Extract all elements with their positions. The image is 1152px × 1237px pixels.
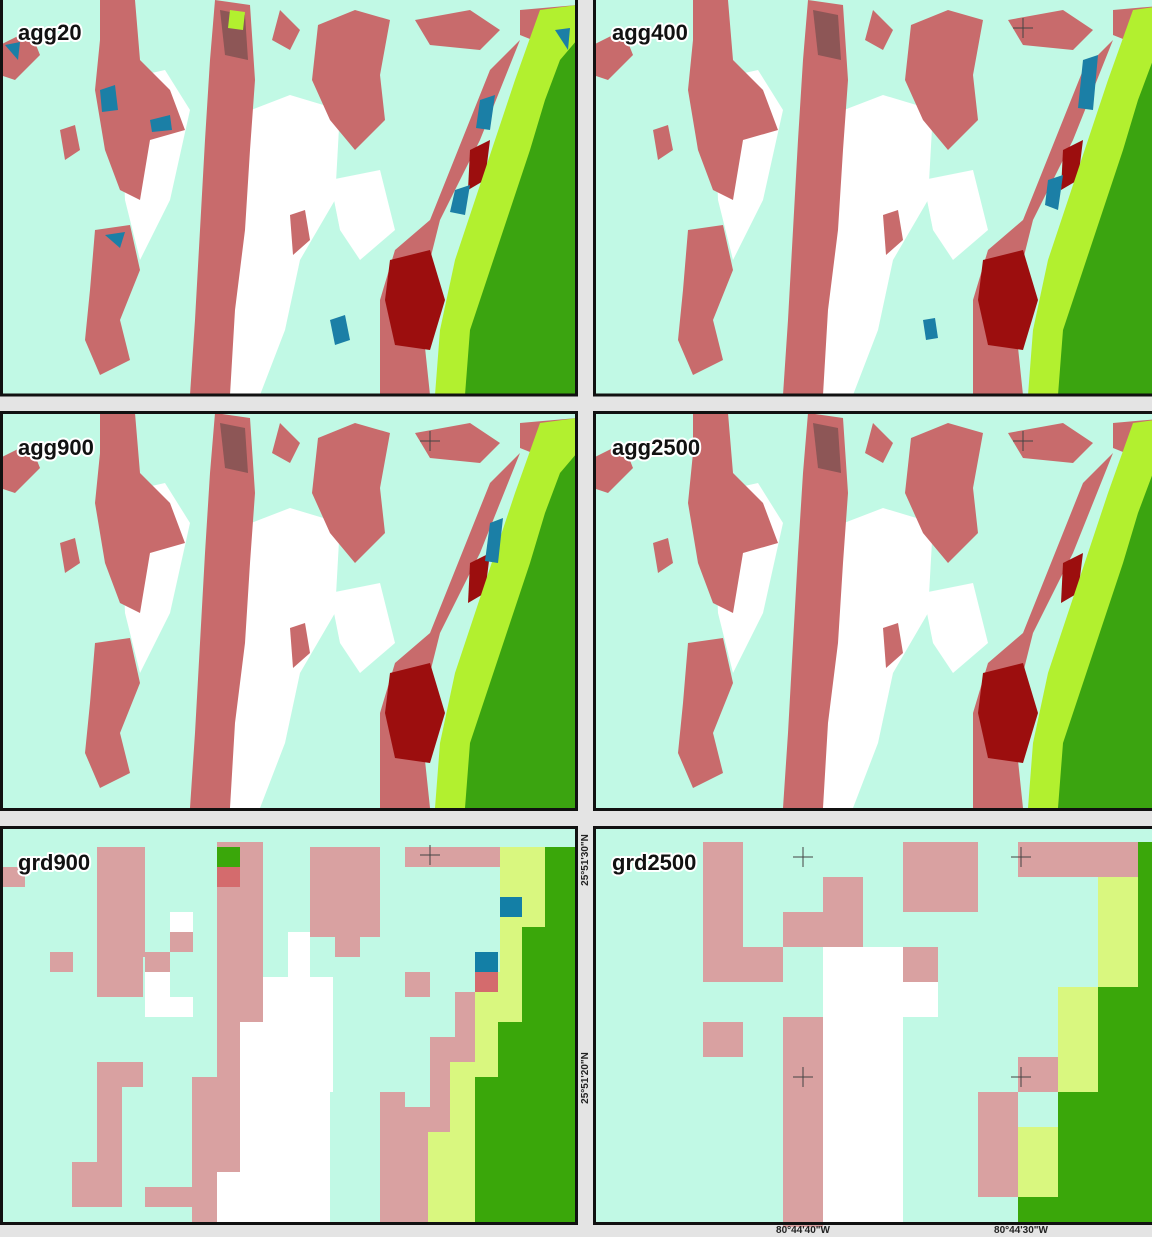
map-rect	[217, 867, 240, 887]
map-rect	[380, 1092, 405, 1225]
map-rect	[145, 952, 170, 972]
map-rect	[335, 937, 360, 957]
map-rect	[170, 932, 193, 952]
panel-label: agg20	[18, 20, 82, 45]
map-rect	[97, 1087, 122, 1162]
map-panel	[593, 0, 1152, 400]
map-rect	[1018, 1197, 1058, 1222]
map-rect	[145, 1187, 192, 1207]
map-rect	[475, 1077, 500, 1225]
map-rect	[823, 982, 863, 1222]
map-rect	[217, 847, 240, 867]
panel-label: agg400	[612, 20, 688, 45]
land-cover-map	[593, 0, 1152, 400]
map-rect	[823, 947, 863, 982]
map-rect	[475, 972, 498, 992]
map-rect	[1018, 842, 1138, 877]
map-rect	[405, 972, 430, 997]
map-rect	[97, 1062, 143, 1087]
map-rect	[450, 1062, 475, 1225]
map-rect	[903, 947, 938, 982]
map-panel	[593, 413, 1152, 813]
map-rect	[170, 997, 193, 1017]
map-rect	[50, 952, 73, 972]
map-panel	[0, 0, 600, 400]
map-rect	[783, 1017, 823, 1227]
map-rect	[428, 1132, 453, 1225]
map-rect	[145, 972, 170, 1017]
panel-label: agg2500	[612, 435, 700, 460]
map-rect	[1018, 1057, 1058, 1092]
map-rect	[903, 842, 978, 912]
longitude-label: 80°44'40"W	[776, 1225, 830, 1236]
grid-panel	[0, 827, 577, 1225]
map-rect	[120, 847, 145, 957]
grid-panel	[593, 827, 1152, 1227]
map-rect	[500, 897, 522, 917]
map-rect	[703, 842, 743, 982]
map-rect	[217, 1172, 287, 1225]
page: agg20 agg400 agg900 agg2500	[0, 0, 1152, 1237]
land-cover-map	[0, 0, 600, 400]
green-patch	[228, 10, 245, 30]
longitude-label: 80°44'30"W	[994, 1225, 1048, 1236]
map-rect	[170, 912, 193, 932]
map-rect	[1058, 1092, 1152, 1222]
map-rect	[903, 982, 938, 1017]
panel-label: grd900	[18, 850, 90, 875]
map-rect	[1098, 877, 1138, 987]
map-rect	[863, 947, 903, 1222]
map-rect	[743, 947, 783, 982]
land-cover-map	[593, 413, 1152, 813]
land-cover-map	[0, 413, 600, 813]
map-rect	[310, 847, 380, 937]
map-rect	[823, 877, 863, 947]
panel-label: agg900	[18, 435, 94, 460]
map-rect	[72, 1162, 122, 1207]
map-rect	[522, 927, 545, 1225]
latitude-label: 25°51'20"N	[580, 1052, 591, 1104]
map-rect	[545, 847, 577, 1225]
map-panel	[0, 413, 600, 813]
map-rect	[978, 1092, 1018, 1197]
latitude-label: 25°51'30"N	[580, 834, 591, 886]
map-rect	[455, 992, 475, 1037]
map-rect	[288, 932, 310, 977]
map-rect	[475, 952, 498, 972]
figure: agg20 agg400 agg900 agg2500	[0, 0, 1152, 1237]
map-rect	[703, 1022, 743, 1057]
map-rect	[1018, 1127, 1058, 1197]
map-rect	[498, 1022, 523, 1225]
panel-label: grd2500	[612, 850, 696, 875]
